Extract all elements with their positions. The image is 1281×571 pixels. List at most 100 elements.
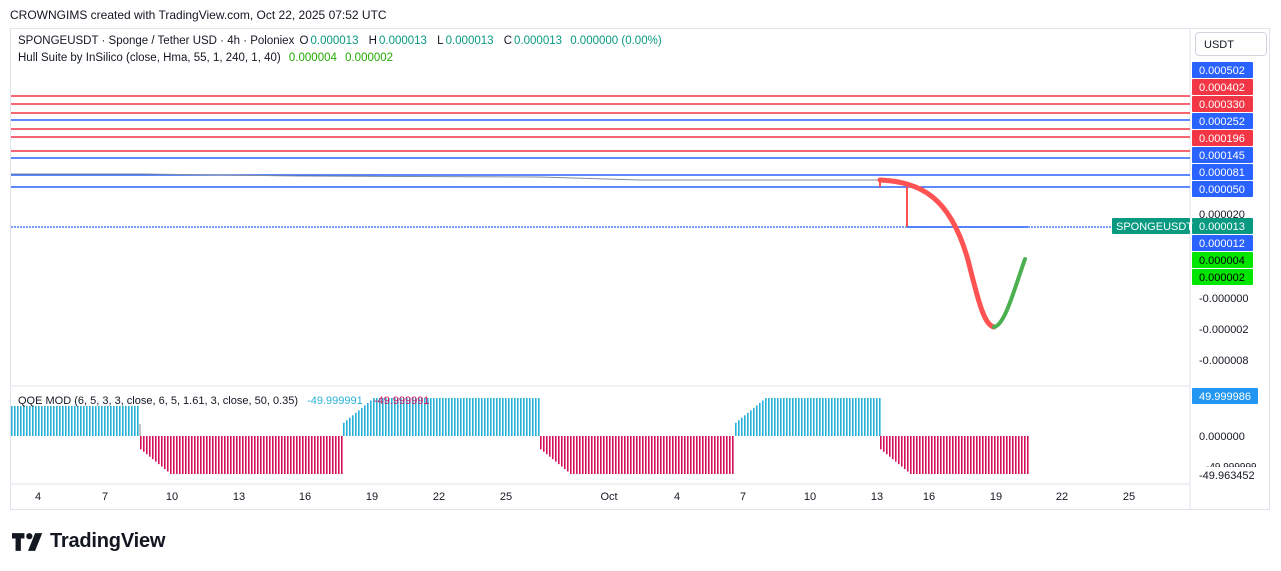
qqe-bar bbox=[831, 398, 833, 436]
qqe-bar bbox=[837, 398, 839, 436]
qqe-bar bbox=[373, 398, 375, 436]
qqe-bar bbox=[346, 420, 348, 436]
qqe-bar bbox=[397, 398, 399, 436]
qqe-bar bbox=[508, 398, 510, 436]
price-badge-label: 0.000002 bbox=[1199, 272, 1245, 284]
qqe-bar bbox=[361, 407, 363, 436]
qqe-bar bbox=[44, 406, 46, 436]
qqe-bar bbox=[669, 436, 671, 474]
qqe-bar bbox=[257, 436, 259, 474]
qqe-bar bbox=[780, 398, 782, 436]
qqe-bar bbox=[323, 436, 325, 474]
qqe-bar bbox=[997, 436, 999, 474]
qqe-bar bbox=[179, 436, 181, 474]
qqe-bar bbox=[143, 436, 145, 452]
qqe-bar bbox=[520, 398, 522, 436]
time-axis-tick: Oct bbox=[600, 491, 617, 503]
qqe-bar bbox=[916, 436, 918, 474]
qqe-bar bbox=[889, 436, 891, 457]
qqe-bar bbox=[376, 398, 378, 436]
qqe-bar bbox=[858, 398, 860, 436]
qqe-bar bbox=[744, 415, 746, 436]
qqe-bar bbox=[128, 406, 130, 436]
qqe-bar bbox=[931, 436, 933, 474]
qqe-bar bbox=[248, 436, 250, 474]
qqe-bar bbox=[532, 398, 534, 436]
qqe-bar bbox=[883, 436, 885, 452]
close-label: C bbox=[503, 35, 513, 47]
qqe-bar bbox=[38, 406, 40, 436]
symbol-description[interactable]: SPONGEUSDT · Sponge / Tether USD · 4h · … bbox=[18, 35, 295, 47]
qqe-bar bbox=[750, 410, 752, 436]
qqe-bar bbox=[558, 436, 560, 465]
qqe-bar bbox=[535, 398, 537, 436]
qqe-bar bbox=[946, 436, 948, 474]
price-badge-label: 0.000004 bbox=[1199, 255, 1245, 267]
qqe-bar bbox=[412, 398, 414, 436]
qqe-bar bbox=[436, 398, 438, 436]
qqe-bar bbox=[242, 436, 244, 474]
qqe-bar bbox=[53, 406, 55, 436]
hull-value-2: 0.000002 bbox=[345, 52, 394, 64]
qqe-bar bbox=[269, 436, 271, 474]
qqe-bar bbox=[994, 436, 996, 474]
qqe-bar bbox=[864, 398, 866, 436]
currency-button[interactable]: USDT bbox=[1195, 32, 1267, 56]
qqe-bar bbox=[898, 436, 900, 465]
time-axis-tick: 13 bbox=[871, 491, 883, 503]
qqe-bar bbox=[807, 398, 809, 436]
qqe-bar bbox=[131, 406, 133, 436]
qqe-bar bbox=[663, 436, 665, 474]
qqe-bar bbox=[726, 436, 728, 474]
hull-indicator-name[interactable]: Hull Suite by InSilico (close, Hma, 55, … bbox=[18, 52, 281, 64]
time-axis-tick: 7 bbox=[740, 491, 746, 503]
qqe-bar bbox=[379, 398, 381, 436]
qqe-bar bbox=[549, 436, 551, 457]
qqe-bar bbox=[317, 436, 319, 474]
qqe-bar bbox=[71, 406, 73, 436]
qqe-bar bbox=[1009, 436, 1011, 474]
qqe-bar bbox=[209, 436, 211, 474]
price-badge bbox=[1192, 218, 1253, 234]
qqe-bar bbox=[901, 436, 903, 467]
qqe-bar bbox=[164, 436, 166, 470]
qqe-bar bbox=[922, 436, 924, 474]
qqe-bar bbox=[849, 398, 851, 436]
qqe-bar bbox=[487, 398, 489, 436]
qqe-bar bbox=[451, 398, 453, 436]
qqe-bar bbox=[173, 436, 175, 474]
qqe-bar bbox=[961, 436, 963, 474]
qqe-bar bbox=[400, 398, 402, 436]
qqe-bar bbox=[813, 398, 815, 436]
chart-frame bbox=[10, 28, 1270, 510]
tradingview-logo[interactable]: TradingView bbox=[12, 530, 165, 553]
qqe-bar bbox=[65, 406, 67, 436]
qqe-bar bbox=[666, 436, 668, 474]
qqe-bar bbox=[523, 398, 525, 436]
time-axis-tick: 10 bbox=[166, 491, 178, 503]
qqe-bar bbox=[332, 436, 334, 474]
qqe-bar bbox=[723, 436, 725, 474]
hull-up-series bbox=[992, 257, 1027, 329]
qqe-bar bbox=[493, 398, 495, 436]
qqe-bar bbox=[83, 406, 85, 436]
qqe-bar bbox=[233, 436, 235, 474]
qqe-bar bbox=[469, 398, 471, 436]
qqe-bar bbox=[463, 398, 465, 436]
qqe-bar bbox=[263, 436, 265, 474]
price-axis-tick: -0.000000 bbox=[1199, 293, 1249, 305]
qqe-bar bbox=[834, 398, 836, 436]
time-axis-tick: 19 bbox=[366, 491, 378, 503]
qqe-bar bbox=[185, 436, 187, 474]
qqe-bar bbox=[612, 436, 614, 474]
qqe-bar bbox=[167, 436, 169, 472]
qqe-bar bbox=[768, 398, 770, 436]
change-value: 0.000000 (0.00%) bbox=[570, 35, 662, 47]
qqe-bar bbox=[606, 436, 608, 474]
qqe-indicator-name[interactable]: QQE MOD (6, 5, 3, 3, close, 6, 5, 1.61, … bbox=[18, 395, 299, 407]
qqe-bar bbox=[266, 436, 268, 474]
qqe-bar bbox=[191, 436, 193, 474]
qqe-bar bbox=[35, 406, 37, 436]
qqe-bar bbox=[341, 436, 343, 474]
